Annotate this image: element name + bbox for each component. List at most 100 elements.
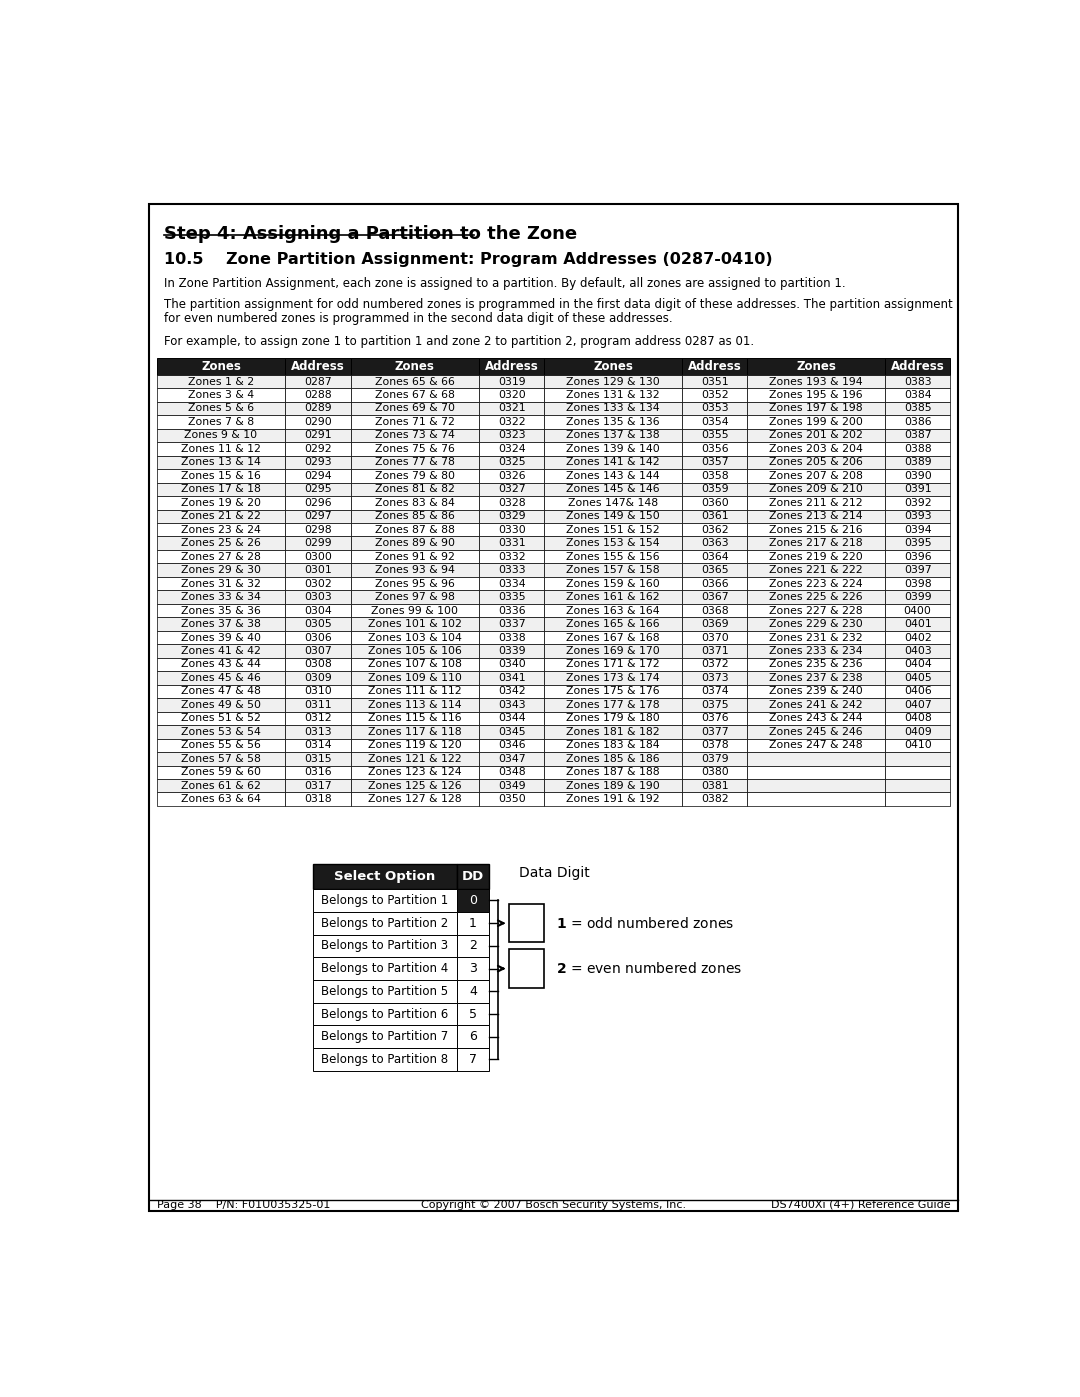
Bar <box>351 698 480 711</box>
Bar <box>683 550 747 563</box>
Text: Zones 193 & 194: Zones 193 & 194 <box>769 377 863 387</box>
Text: 0324: 0324 <box>498 444 526 454</box>
Bar <box>886 617 950 631</box>
Text: 0384: 0384 <box>904 390 931 400</box>
Bar <box>480 550 544 563</box>
Text: Zones 109 & 110: Zones 109 & 110 <box>368 673 462 683</box>
Text: 0397: 0397 <box>904 566 931 576</box>
Bar <box>886 402 950 415</box>
Bar <box>457 1025 489 1048</box>
Bar <box>747 536 886 550</box>
Bar <box>683 725 747 739</box>
Text: 0349: 0349 <box>498 781 526 791</box>
Text: Zones 129 & 130: Zones 129 & 130 <box>566 377 660 387</box>
Bar <box>747 698 886 711</box>
Bar <box>747 604 886 617</box>
Text: Zones 161 & 162: Zones 161 & 162 <box>567 592 660 602</box>
Bar <box>157 374 285 388</box>
Text: Page 38    P/N: F01U035325-01: Page 38 P/N: F01U035325-01 <box>157 1200 330 1210</box>
Text: Zones 25 & 26: Zones 25 & 26 <box>181 538 261 548</box>
Bar <box>157 685 285 698</box>
Text: 0327: 0327 <box>498 485 526 495</box>
Text: Zones 201 & 202: Zones 201 & 202 <box>769 430 863 440</box>
Bar <box>683 388 747 402</box>
Text: Zones 239 & 240: Zones 239 & 240 <box>769 686 863 697</box>
Text: Zones 191 & 192: Zones 191 & 192 <box>567 795 660 805</box>
Bar <box>157 388 285 402</box>
Text: Zones 85 & 86: Zones 85 & 86 <box>375 511 455 521</box>
Text: 0313: 0313 <box>305 726 332 736</box>
Bar <box>480 374 544 388</box>
Text: Zones 11 & 12: Zones 11 & 12 <box>181 444 261 454</box>
Bar <box>683 455 747 469</box>
Text: 0316: 0316 <box>305 767 332 777</box>
Text: 0358: 0358 <box>701 471 729 481</box>
Text: Zones 107 & 108: Zones 107 & 108 <box>368 659 462 669</box>
Text: Zones 183 & 184: Zones 183 & 184 <box>567 740 660 750</box>
Bar <box>544 725 683 739</box>
Bar <box>480 711 544 725</box>
Bar <box>351 752 480 766</box>
Bar <box>157 429 285 441</box>
Bar <box>480 604 544 617</box>
Text: 0362: 0362 <box>701 525 729 535</box>
Text: for even numbered zones is programmed in the second data digit of these addresse: for even numbered zones is programmed in… <box>164 312 673 324</box>
Text: 0340: 0340 <box>498 659 526 669</box>
Text: Zones 27 & 28: Zones 27 & 28 <box>181 552 261 562</box>
Bar <box>544 455 683 469</box>
Bar <box>747 550 886 563</box>
Text: 0382: 0382 <box>701 795 729 805</box>
Text: Zones 49 & 50: Zones 49 & 50 <box>181 700 261 710</box>
Text: Copyright © 2007 Bosch Security Systems, Inc.: Copyright © 2007 Bosch Security Systems,… <box>421 1200 686 1210</box>
Text: 0339: 0339 <box>498 645 526 657</box>
Text: Zones 145 & 146: Zones 145 & 146 <box>567 485 660 495</box>
Bar <box>683 591 747 604</box>
Text: 0374: 0374 <box>701 686 729 697</box>
Text: Zones 141 & 142: Zones 141 & 142 <box>567 457 660 468</box>
Bar <box>285 644 351 658</box>
Text: Zones 115 & 116: Zones 115 & 116 <box>368 714 462 724</box>
Bar <box>480 563 544 577</box>
Text: Zones 99 & 100: Zones 99 & 100 <box>372 605 458 616</box>
Text: 0305: 0305 <box>305 619 332 629</box>
Bar <box>480 591 544 604</box>
Bar <box>683 711 747 725</box>
Bar <box>683 374 747 388</box>
Bar <box>285 482 351 496</box>
Bar <box>285 429 351 441</box>
Text: 0388: 0388 <box>904 444 931 454</box>
Text: 0306: 0306 <box>305 633 332 643</box>
Text: 0337: 0337 <box>498 619 526 629</box>
Text: Zones 119 & 120: Zones 119 & 120 <box>368 740 462 750</box>
Bar <box>480 752 544 766</box>
Bar <box>351 563 480 577</box>
Bar <box>457 935 489 957</box>
Bar <box>747 455 886 469</box>
Text: 0364: 0364 <box>701 552 729 562</box>
Text: Zones 31 & 32: Zones 31 & 32 <box>181 578 261 588</box>
Text: 0293: 0293 <box>305 457 332 468</box>
Text: Zones 81 & 82: Zones 81 & 82 <box>375 485 455 495</box>
Bar <box>747 496 886 510</box>
Bar <box>157 725 285 739</box>
Bar <box>683 441 747 455</box>
Text: Zones 223 & 224: Zones 223 & 224 <box>769 578 863 588</box>
Text: Zones 133 & 134: Zones 133 & 134 <box>567 404 660 414</box>
Bar <box>683 685 747 698</box>
Bar <box>886 496 950 510</box>
Text: Zones 69 & 70: Zones 69 & 70 <box>375 404 455 414</box>
Text: 0336: 0336 <box>498 605 526 616</box>
Bar <box>480 671 544 685</box>
Text: Zones 21 & 22: Zones 21 & 22 <box>181 511 261 521</box>
Text: Address: Address <box>485 360 539 373</box>
Text: Zones 219 & 220: Zones 219 & 220 <box>769 552 863 562</box>
Text: 0365: 0365 <box>701 566 729 576</box>
Bar <box>285 698 351 711</box>
Text: Zones 7 & 8: Zones 7 & 8 <box>188 416 254 427</box>
Text: Zones 163 & 164: Zones 163 & 164 <box>567 605 660 616</box>
Bar <box>480 685 544 698</box>
Bar <box>351 725 480 739</box>
Bar <box>544 631 683 644</box>
Text: 0314: 0314 <box>305 740 332 750</box>
Bar <box>157 711 285 725</box>
